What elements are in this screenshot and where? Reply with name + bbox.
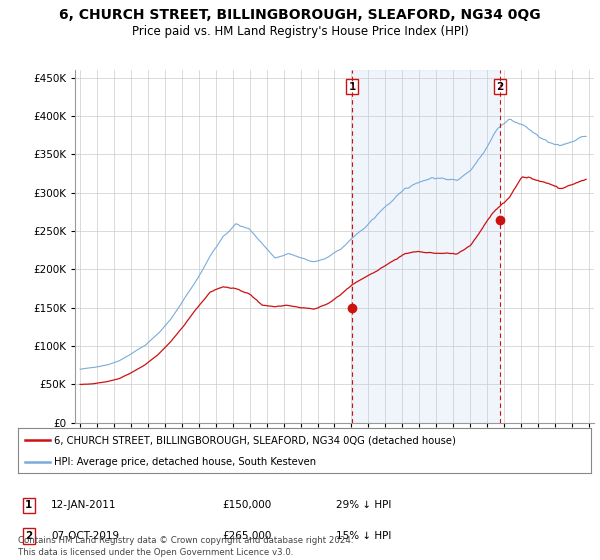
- Text: £265,000: £265,000: [222, 531, 271, 541]
- Text: 15% ↓ HPI: 15% ↓ HPI: [336, 531, 391, 541]
- Text: 1: 1: [349, 82, 356, 92]
- Text: HPI: Average price, detached house, South Kesteven: HPI: Average price, detached house, Sout…: [53, 457, 316, 467]
- Text: 29% ↓ HPI: 29% ↓ HPI: [336, 500, 391, 510]
- Text: 6, CHURCH STREET, BILLINGBOROUGH, SLEAFORD, NG34 0QG (detached house): 6, CHURCH STREET, BILLINGBOROUGH, SLEAFO…: [53, 436, 455, 446]
- Bar: [352, 70, 500, 423]
- Text: 2: 2: [497, 82, 504, 92]
- Text: 07-OCT-2019: 07-OCT-2019: [51, 531, 119, 541]
- Text: Price paid vs. HM Land Registry's House Price Index (HPI): Price paid vs. HM Land Registry's House …: [131, 25, 469, 38]
- Text: 1: 1: [25, 500, 32, 510]
- Text: 6, CHURCH STREET, BILLINGBOROUGH, SLEAFORD, NG34 0QG: 6, CHURCH STREET, BILLINGBOROUGH, SLEAFO…: [59, 8, 541, 22]
- Text: 12-JAN-2011: 12-JAN-2011: [51, 500, 116, 510]
- Text: Contains HM Land Registry data © Crown copyright and database right 2024.
This d: Contains HM Land Registry data © Crown c…: [18, 536, 353, 557]
- Text: 2: 2: [25, 531, 32, 541]
- Text: £150,000: £150,000: [222, 500, 271, 510]
